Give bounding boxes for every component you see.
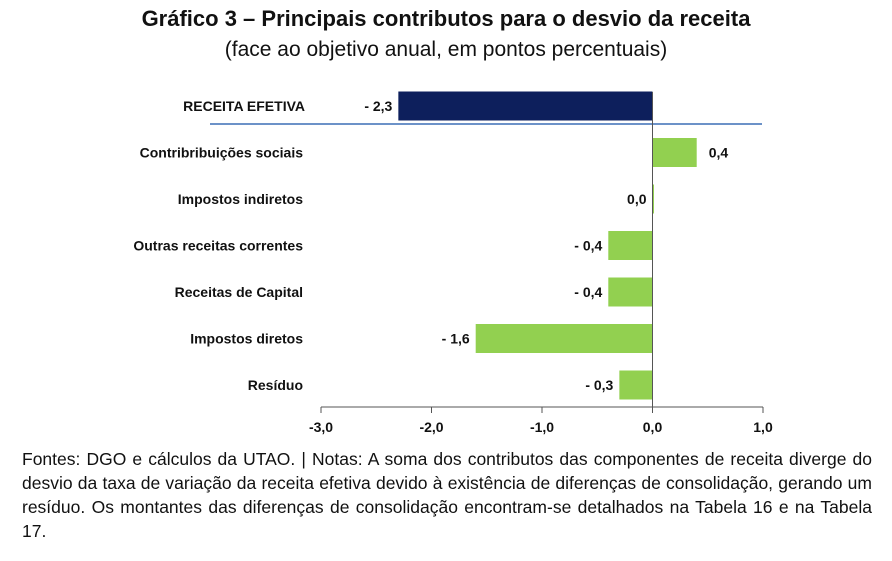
value-label: - 0,4: [574, 238, 602, 254]
bar-chart: RECEITA EFETIVA - 2,3 Contribribuições soc…: [133, 91, 773, 435]
bar: [608, 231, 653, 260]
value-label: - 1,6: [442, 331, 470, 347]
value-label: - 0,4: [574, 284, 602, 300]
bar: [652, 184, 654, 214]
value-label: 0,0: [627, 191, 647, 207]
x-tick-label: 0,0: [643, 419, 663, 435]
bar: [619, 370, 653, 400]
value-label: - 2,3: [364, 98, 392, 114]
category-label: Impostos diretos: [190, 331, 303, 347]
category-label: Resíduo: [248, 377, 303, 393]
x-tick-label: 1,0: [753, 419, 773, 435]
bar: [608, 277, 653, 307]
bar: [475, 324, 653, 353]
bar: [652, 138, 697, 167]
x-tick-label: -1,0: [530, 419, 554, 435]
value-label: 0,4: [709, 145, 729, 161]
bar: [398, 91, 653, 121]
source-note: Fontes: DGO e cálculos da UTAO. | Notas:…: [22, 449, 872, 541]
category-label: RECEITA EFETIVA: [183, 98, 305, 114]
category-label: Contribribuições sociais: [140, 145, 304, 161]
category-label: Receitas de Capital: [175, 284, 303, 300]
chart-title: Gráfico 3 – Principais contributos para …: [141, 6, 751, 31]
category-label: Outras receitas correntes: [133, 238, 303, 254]
x-tick-label: -3,0: [309, 419, 333, 435]
chart-subtitle: (face ao objetivo anual, em pontos perce…: [224, 38, 668, 61]
value-label: - 0,3: [585, 377, 613, 393]
category-label: Impostos indiretos: [178, 191, 303, 207]
x-tick-label: -2,0: [419, 419, 443, 435]
